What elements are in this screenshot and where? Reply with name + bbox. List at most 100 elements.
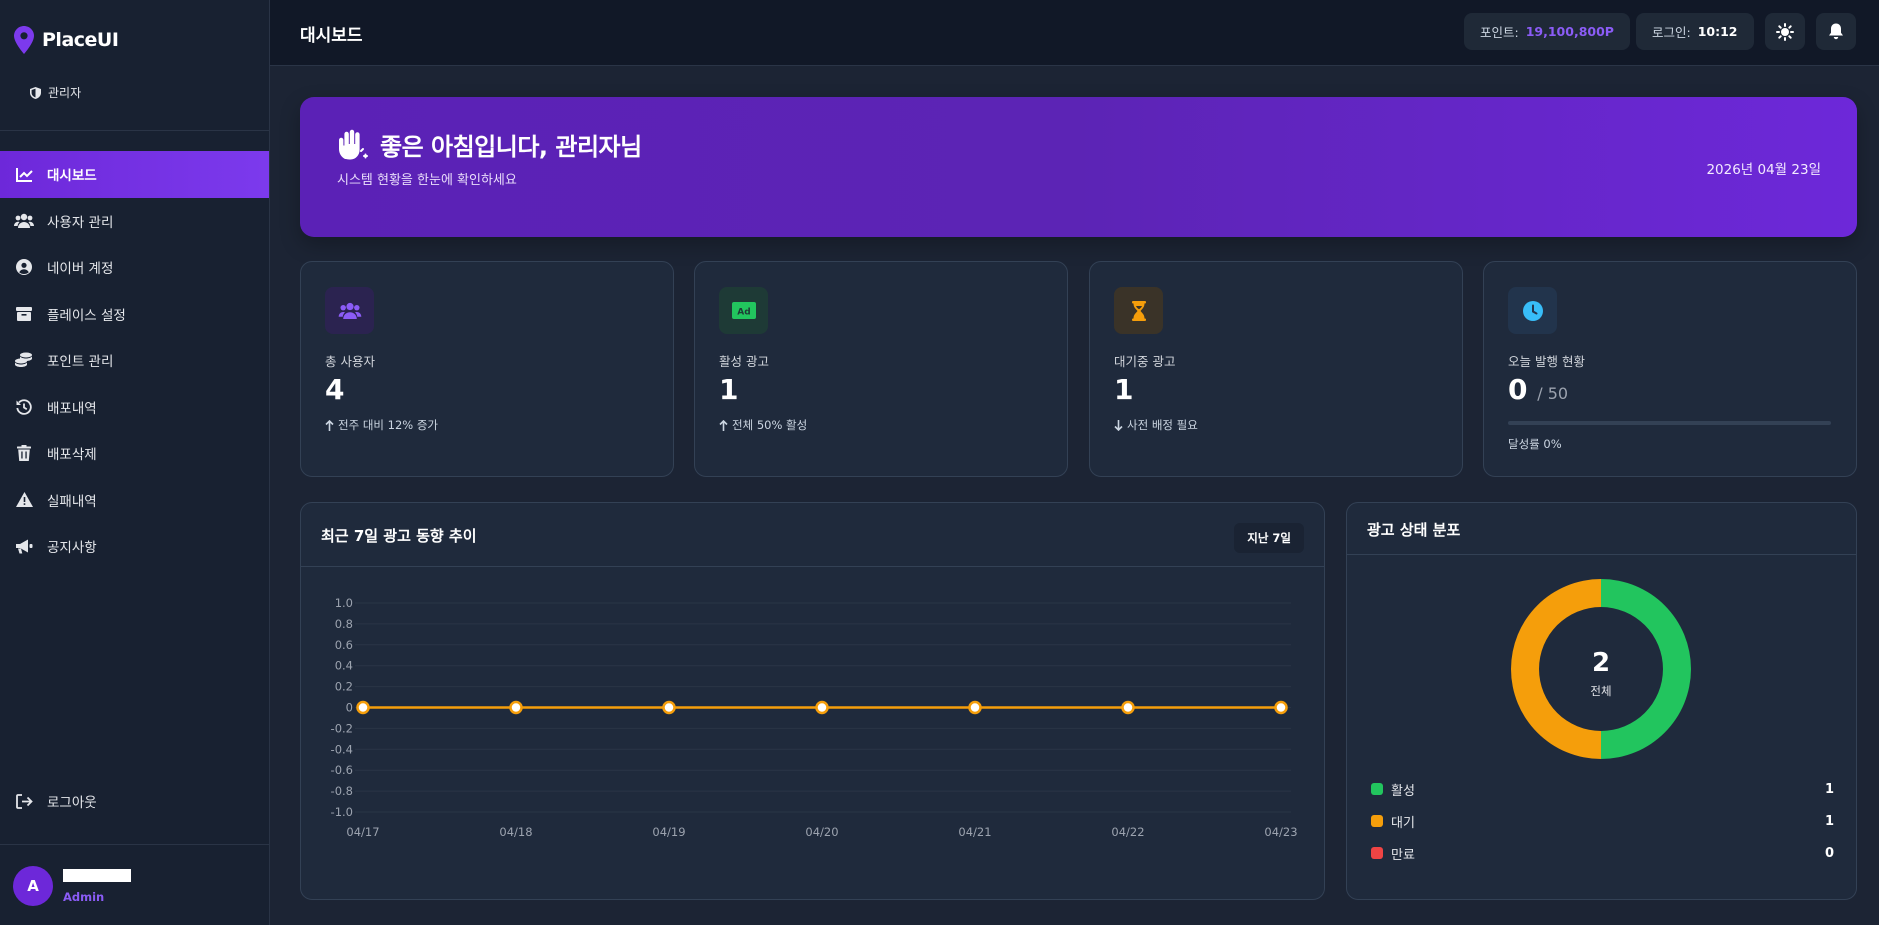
- user-name-redacted: [63, 868, 131, 882]
- avatar: A: [13, 866, 53, 906]
- legend-swatch: [1371, 847, 1383, 859]
- y-tick-label: 0: [346, 701, 353, 715]
- users-icon: [325, 287, 374, 334]
- legend-count: 1: [1824, 781, 1834, 797]
- sidebar-item-label: 플레이스 설정: [47, 307, 126, 324]
- clock-icon: [1508, 287, 1557, 334]
- store-icon: [14, 304, 34, 324]
- app-name: PlaceUI: [42, 29, 119, 51]
- sidebar-item-notices[interactable]: 공지사항: [0, 523, 269, 570]
- sidebar-item-label: 공지사항: [47, 540, 97, 557]
- stat-note: 사전 배정 필요: [1114, 417, 1198, 433]
- sidebar-item-label: 네이버 계정: [47, 261, 114, 278]
- theme-toggle-button[interactable]: [1765, 13, 1805, 50]
- legend-count: 1: [1824, 813, 1834, 829]
- stat-card-active-ads: Ad 활성 광고 1 전체 50% 활성: [694, 261, 1068, 477]
- sidebar-item-failures[interactable]: 실패내역: [0, 477, 269, 524]
- status-distribution-panel: 광고 상태 분포 2 전체 활성 1 대기 1 만료 0: [1346, 502, 1857, 900]
- stat-card-today-publish: 오늘 발행 현황 0 / 50 달성률 0%: [1483, 261, 1857, 477]
- stat-value: 0 / 50: [1508, 373, 1568, 406]
- user-profile[interactable]: A Admin: [13, 866, 131, 906]
- sidebar-item-deploy-history[interactable]: 배포내역: [0, 384, 269, 431]
- y-tick-label: 0.6: [335, 638, 353, 652]
- x-tick-label: 04/17: [346, 825, 379, 839]
- divider: [0, 844, 270, 845]
- sidebar: PlaceUI 관리자 대시보드 사용자 관리 네이버 계정: [0, 0, 270, 925]
- app-logo[interactable]: PlaceUI: [14, 26, 119, 54]
- logout-button[interactable]: 로그아웃: [0, 778, 269, 825]
- range-select-button[interactable]: 지난 7일: [1234, 523, 1304, 553]
- notifications-button[interactable]: [1816, 13, 1856, 50]
- history-icon: [14, 397, 34, 417]
- sidebar-item-dashboard[interactable]: 대시보드: [0, 151, 269, 198]
- user-circle-icon: [14, 257, 34, 277]
- sidebar-item-label: 실패내역: [47, 493, 97, 510]
- status-donut-chart: 2 전체: [1511, 579, 1691, 759]
- x-tick-label: 04/20: [805, 825, 838, 839]
- login-time: 10:12: [1697, 24, 1738, 39]
- sun-icon: [1776, 22, 1794, 41]
- y-tick-label: -0.4: [331, 742, 353, 756]
- sidebar-item-label: 사용자 관리: [47, 214, 114, 231]
- y-tick-label: -0.6: [331, 763, 353, 777]
- stat-value: 1: [1114, 373, 1134, 406]
- points-label: 포인트:: [1480, 25, 1519, 40]
- sidebar-item-users[interactable]: 사용자 관리: [0, 198, 269, 245]
- megaphone-icon: [14, 536, 34, 556]
- stat-note-text: 사전 배정 필요: [1127, 418, 1198, 432]
- chart-line-icon: [14, 164, 34, 184]
- y-tick-label: -0.8: [331, 784, 353, 798]
- map-pin-icon: [14, 26, 34, 54]
- points-badge: 포인트: 19,100,800P: [1464, 13, 1630, 50]
- legend-swatch: [1371, 815, 1383, 827]
- legend-item-active: 활성 1: [1371, 773, 1834, 805]
- stat-value-number: 0: [1508, 373, 1528, 406]
- legend-label: 대기: [1391, 815, 1415, 831]
- waving-hand-icon: [339, 129, 368, 159]
- users-icon: [14, 211, 34, 231]
- page-title: 대시보드: [300, 26, 363, 46]
- data-point: [968, 700, 982, 715]
- trend-chart-panel: 최근 7일 광고 동향 추이 지난 7일 1.0 0.8 0.6 0.4 0.2 0 -0.…: [300, 502, 1325, 900]
- arrow-up-icon: [325, 419, 334, 431]
- stat-label: 활성 광고: [719, 354, 769, 369]
- sidebar-item-naver-account[interactable]: 네이버 계정: [0, 244, 269, 291]
- role-indicator: 관리자: [30, 84, 81, 101]
- sidebar-item-points[interactable]: 포인트 관리: [0, 337, 269, 384]
- data-point: [1274, 700, 1288, 715]
- panel-header: 최근 7일 광고 동향 추이 지난 7일: [301, 503, 1324, 567]
- svg-text:Ad: Ad: [737, 308, 750, 318]
- login-time-badge: 로그인: 10:12: [1636, 13, 1754, 50]
- progress-note: 달성률 0%: [1508, 437, 1562, 451]
- arrow-up-icon: [719, 419, 728, 431]
- legend-item-pending: 대기 1: [1371, 805, 1834, 837]
- warning-icon: [14, 490, 34, 510]
- stat-label: 오늘 발행 현황: [1508, 354, 1585, 369]
- donut-total-value: 2: [1592, 648, 1610, 678]
- progress-bar: [1508, 421, 1831, 425]
- sidebar-item-deploy-delete[interactable]: 배포삭제: [0, 430, 269, 477]
- sidebar-nav: 대시보드 사용자 관리 네이버 계정 플레이스 설정 포인트 관리: [0, 151, 269, 570]
- user-role: Admin: [63, 889, 105, 904]
- donut-total-label: 전체: [1590, 684, 1611, 698]
- stat-label: 총 사용자: [325, 354, 375, 369]
- coins-icon: [14, 350, 34, 370]
- stat-value-total: / 50: [1537, 384, 1569, 403]
- trash-icon: [14, 443, 34, 463]
- sidebar-item-label: 대시보드: [47, 168, 97, 185]
- legend-swatch: [1371, 783, 1383, 795]
- stat-card-total-users: 총 사용자 4 전주 대비 12% 증가: [300, 261, 674, 477]
- sidebar-item-place-settings[interactable]: 플레이스 설정: [0, 291, 269, 338]
- stat-note: 전체 50% 활성: [719, 417, 807, 433]
- x-tick-label: 04/23: [1264, 825, 1297, 839]
- current-date: 2026년 04월 23일: [1706, 162, 1821, 178]
- hourglass-icon: [1114, 287, 1163, 334]
- donut-legend: 활성 1 대기 1 만료 0: [1371, 773, 1834, 869]
- bell-icon: [1829, 23, 1843, 40]
- legend-count: 0: [1824, 845, 1834, 861]
- y-tick-label: -1.0: [331, 805, 353, 819]
- sidebar-item-label: 배포내역: [47, 400, 97, 417]
- trend-line-chart: 1.0 0.8 0.6 0.4 0.2 0 -0.2 -0.4 -0.6 -0.8 -1.0 04/1…: [331, 596, 1298, 839]
- donut-slice: [1601, 579, 1691, 759]
- y-tick-label: -0.2: [331, 721, 353, 735]
